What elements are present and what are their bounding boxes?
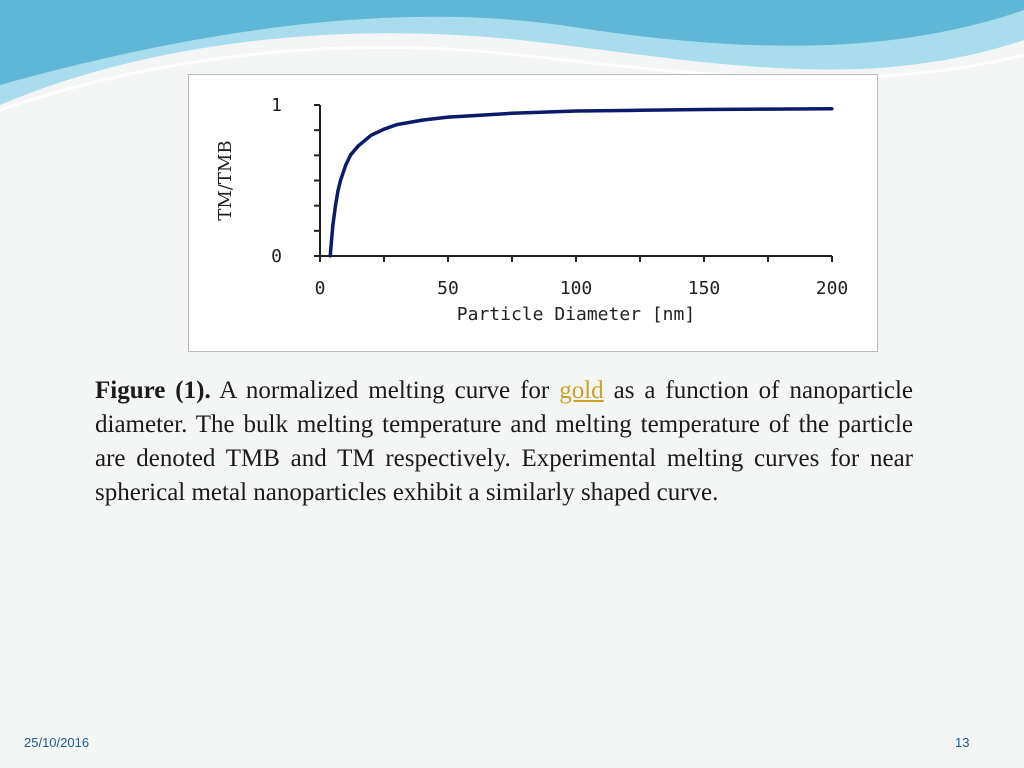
caption-label: Figure (1). <box>95 377 211 404</box>
data-point <box>331 224 335 228</box>
data-point <box>356 144 360 148</box>
data-point <box>638 108 642 112</box>
data-point <box>446 115 450 119</box>
caption-text-before: A normalized melting curve for <box>210 377 560 404</box>
x-tick-label: 200 <box>816 278 849 299</box>
x-tick-label: 0 <box>315 278 326 299</box>
series-line <box>328 107 833 257</box>
data-point <box>349 153 353 157</box>
data-point <box>333 204 337 208</box>
data-point <box>472 113 476 118</box>
caption-text-after: as a function of nanoparticle diameter. … <box>95 377 914 506</box>
data-point <box>395 123 399 127</box>
y-axis-title: TM/TMB <box>215 140 236 220</box>
data-point <box>369 133 373 137</box>
data-point <box>420 118 424 122</box>
data-point <box>338 178 343 183</box>
data-point <box>830 107 834 111</box>
melting-curve-chart: 0 50 100 150 200 0 1 Particle Diameter [nm] TM/T… <box>215 95 849 325</box>
data-point <box>702 107 706 112</box>
figure-caption: Figure (1). A normalized melting curve f… <box>95 374 913 510</box>
data-point <box>766 107 770 111</box>
x-axis-title: Particle Diameter [nm] <box>457 304 695 325</box>
data-point <box>510 111 514 115</box>
data-point <box>382 127 386 131</box>
x-tick-label: 50 <box>437 278 459 299</box>
x-tick-label: 150 <box>688 278 721 299</box>
data-point <box>336 189 340 193</box>
gold-link[interactable]: gold <box>559 377 604 404</box>
y-tick-label: 1 <box>271 95 282 116</box>
data-point <box>328 254 332 258</box>
page-number: 13 <box>955 735 970 750</box>
figure-panel: 0 50 100 150 200 0 1 Particle Diameter [nm] TM/T… <box>188 74 878 352</box>
data-point <box>574 109 578 113</box>
y-tick-label: 0 <box>271 246 282 267</box>
data-point <box>344 163 348 167</box>
x-tick-label: 100 <box>560 278 593 299</box>
footer-date: 25/10/2016 <box>24 735 90 750</box>
